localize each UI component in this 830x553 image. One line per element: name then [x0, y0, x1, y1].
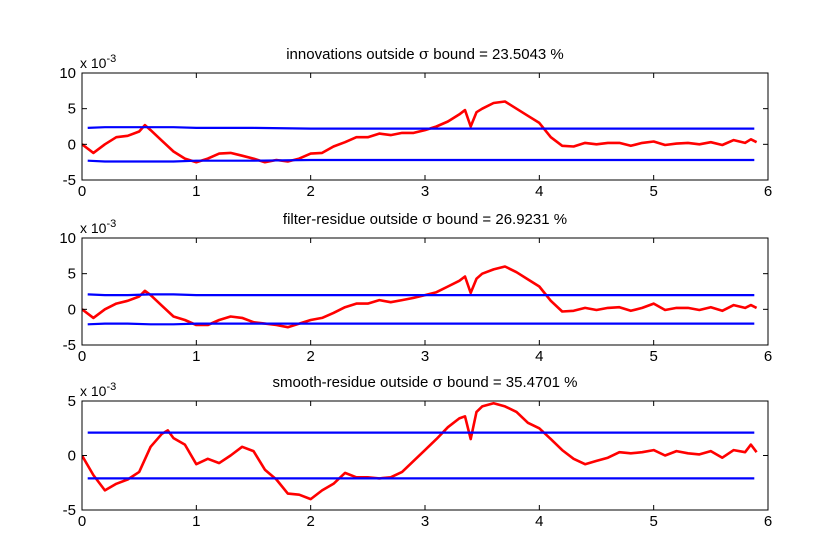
title-prefix: filter-residue outside — [283, 211, 422, 228]
title-sigma-symbol: σ — [419, 45, 429, 63]
x-tick-label: 4 — [535, 183, 543, 200]
x-tick-label: 6 — [764, 183, 772, 200]
x-tick-label: 0 — [78, 348, 86, 365]
y-tick-label: 0 — [68, 448, 76, 465]
subplot-title: smooth-residue outside σ bound = 35.4701… — [272, 373, 577, 391]
residue-line — [82, 265, 758, 329]
x-tick-label: 0 — [78, 183, 86, 200]
y-tick-label: 5 — [68, 101, 76, 118]
lower-sigma-bound-line — [87, 322, 755, 326]
y-tick-label: 5 — [68, 393, 76, 410]
y-tick-label: 0 — [68, 136, 76, 153]
title-prefix: innovations outside — [286, 46, 419, 63]
y-axis-multiplier: x 10-3 — [80, 218, 116, 236]
upper-sigma-bound-line — [87, 126, 755, 130]
multiplier-exponent: -3 — [106, 381, 116, 393]
plot-area — [82, 401, 758, 501]
x-tick-label: 1 — [192, 348, 200, 365]
y-tick-label: 5 — [68, 266, 76, 283]
title-sigma-symbol: σ — [422, 210, 432, 228]
residue-line — [82, 401, 758, 501]
y-tick-label: -5 — [63, 172, 76, 189]
x-tick-label: 1 — [192, 183, 200, 200]
x-tick-label: 3 — [421, 348, 429, 365]
x-tick-label: 2 — [306, 348, 314, 365]
multiplier-base: x 10 — [80, 220, 107, 236]
x-tick-label: 4 — [535, 513, 543, 530]
x-tick-label: 4 — [535, 348, 543, 365]
plot-area — [82, 265, 758, 329]
lower-sigma-bound-line — [87, 158, 755, 163]
y-tick-label: -5 — [63, 502, 76, 519]
title-suffix: bound = 26.9231 % — [432, 211, 567, 228]
x-tick-label: 2 — [306, 513, 314, 530]
y-tick-label: -5 — [63, 337, 76, 354]
x-tick-label: 5 — [649, 348, 657, 365]
title-suffix: bound = 23.5043 % — [429, 46, 564, 63]
y-axis-multiplier: x 10-3 — [80, 53, 116, 71]
x-tick-label: 6 — [764, 513, 772, 530]
plot-area — [82, 100, 758, 164]
upper-sigma-bound-line — [87, 293, 755, 297]
y-tick-label: 10 — [59, 65, 76, 82]
x-tick-label: 6 — [764, 348, 772, 365]
multiplier-exponent: -3 — [106, 53, 116, 65]
x-tick-label: 3 — [421, 513, 429, 530]
x-tick-label: 2 — [306, 183, 314, 200]
x-tick-label: 0 — [78, 513, 86, 530]
subplot-title: innovations outside σ bound = 23.5043 % — [286, 45, 564, 63]
y-tick-label: 0 — [68, 301, 76, 318]
title-prefix: smooth-residue outside — [272, 374, 432, 391]
multiplier-base: x 10 — [80, 55, 107, 71]
y-tick-label: 10 — [59, 230, 76, 247]
title-suffix: bound = 35.4701 % — [443, 374, 578, 391]
x-tick-label: 1 — [192, 513, 200, 530]
subplot-title: filter-residue outside σ bound = 26.9231… — [283, 210, 567, 228]
x-tick-label: 5 — [649, 183, 657, 200]
title-sigma-symbol: σ — [433, 373, 443, 391]
y-axis-multiplier: x 10-3 — [80, 381, 116, 399]
x-tick-label: 5 — [649, 513, 657, 530]
multiplier-base: x 10 — [80, 383, 107, 399]
multiplier-exponent: -3 — [106, 218, 116, 230]
x-tick-label: 3 — [421, 183, 429, 200]
